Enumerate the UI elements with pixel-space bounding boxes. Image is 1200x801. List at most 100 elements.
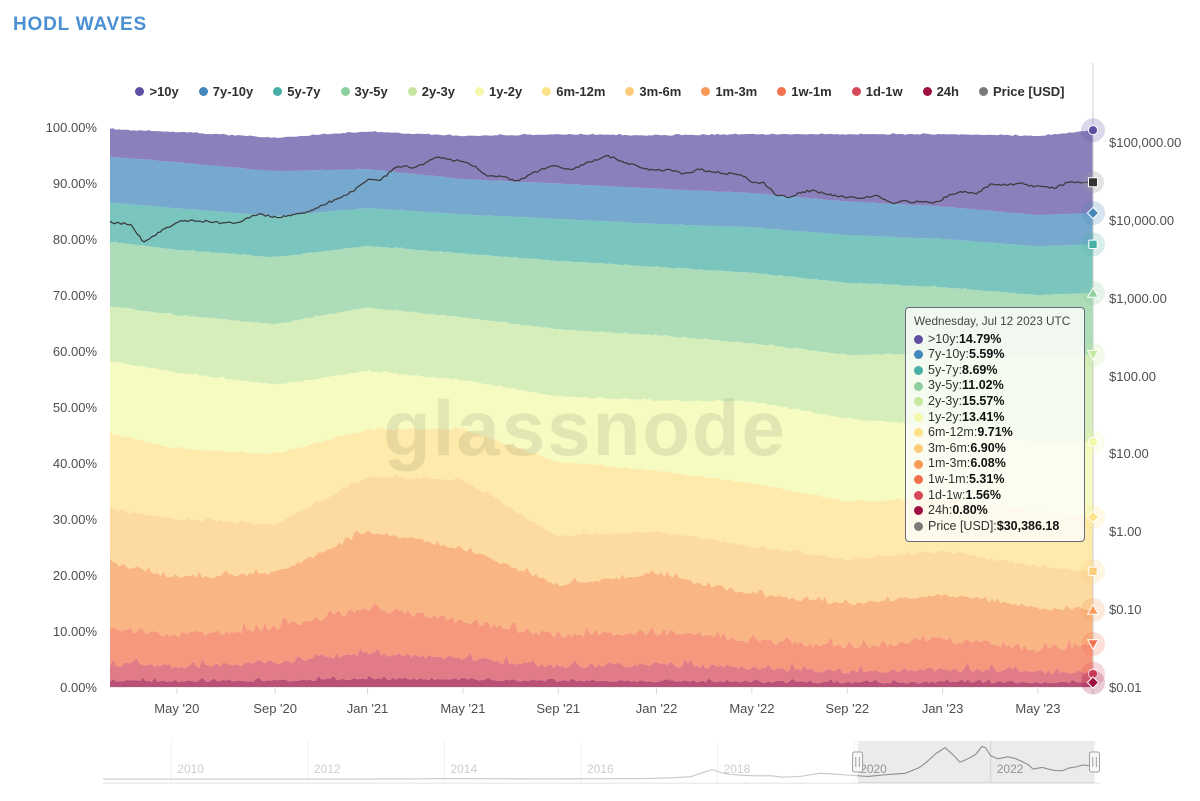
- chart-legend: >10y 7y-10y 5y-7y 3y-5y 2y-3y 1y-2y 6m-12m 3m-6…: [0, 84, 1200, 99]
- navigator-handle-right[interactable]: [1089, 751, 1101, 773]
- tooltip-row: Price [USD]: $30,386.18: [914, 519, 1076, 535]
- tooltip-row: 7y-10y: 5.59%: [914, 347, 1076, 363]
- tooltip-row-dot: [914, 350, 923, 360]
- legend-dot: [777, 87, 787, 96]
- legend-item-5y-7y[interactable]: 5y-7y: [273, 84, 321, 99]
- tooltip-row-value: 5.59%: [969, 347, 1005, 362]
- tooltip-row: 3m-6m: 6.90%: [914, 441, 1076, 457]
- legend-label: Price [USD]: [992, 84, 1065, 99]
- area-band-2y-3y[interactable]: [110, 306, 1093, 443]
- tooltip-row-value: 5.31%: [968, 471, 1005, 486]
- tooltip-row: 24h: 0.80%: [914, 503, 1076, 519]
- tooltip-row-dot: [914, 412, 923, 422]
- tooltip-row: 1m-3m: 6.08%: [914, 456, 1076, 472]
- tooltip-row-label: 1d-1w:: [928, 487, 966, 502]
- navigator-mask-left: [103, 741, 858, 783]
- legend-label: 3m-6m: [639, 84, 682, 99]
- area-band-1y-2y[interactable]: [110, 361, 1093, 518]
- legend-label: >10y: [149, 84, 179, 99]
- legend-dot: [542, 87, 552, 96]
- legend-dot: [851, 87, 861, 96]
- area-band-24h[interactable]: [110, 675, 1093, 688]
- area-band->10y[interactable]: [110, 128, 1093, 216]
- legend-item-1y-2y[interactable]: 1y-2y: [475, 84, 522, 99]
- y-axis-label-right: $10,000.00: [1109, 212, 1175, 228]
- series-last-marker[interactable]: [1088, 566, 1098, 577]
- legend-label: 3y-5y: [354, 84, 388, 99]
- series-last-marker[interactable]: [1087, 125, 1099, 136]
- y-axis-label-left: 70.00%: [52, 288, 97, 303]
- area-band-1w-1m[interactable]: [110, 603, 1093, 675]
- y-axis-label-left: 100.00%: [45, 120, 97, 135]
- tooltip-row-label: 3m-6m:: [928, 440, 971, 455]
- series-last-marker[interactable]: [1086, 639, 1100, 651]
- legend-dot: [198, 87, 208, 96]
- legend-label: 1m-3m: [715, 84, 758, 99]
- legend-item-price-usd-[interactable]: Price [USD]: [978, 84, 1065, 99]
- x-axis-label: May '23: [1015, 701, 1061, 716]
- series-last-marker[interactable]: [1088, 239, 1098, 250]
- legend-item-1m-3m[interactable]: 1m-3m: [701, 84, 757, 99]
- x-axis-label: Jan '22: [635, 701, 678, 716]
- legend-label: 6m-12m: [556, 84, 606, 99]
- series-last-marker[interactable]: [1086, 286, 1100, 298]
- y-axis-label-right: $100.00: [1109, 368, 1156, 384]
- x-axis-label: Sep '22: [825, 701, 870, 716]
- legend-item-1w-1m[interactable]: 1w-1m: [777, 84, 832, 99]
- tooltip-row-dot: [914, 506, 923, 516]
- tooltip-row-dot: [914, 490, 923, 500]
- series-last-marker[interactable]: [1086, 349, 1100, 361]
- area-band-3m-6m[interactable]: [110, 474, 1093, 611]
- y-axis-label-left: 20.00%: [52, 568, 97, 583]
- area-band-5y-7y[interactable]: [110, 202, 1093, 296]
- tooltip-row: 1w-1m: 5.31%: [914, 472, 1076, 488]
- series-last-marker[interactable]: [1087, 436, 1099, 447]
- legend-dot: [625, 87, 635, 96]
- legend-label: 1d-1w: [865, 84, 903, 99]
- area-band-1d-1w[interactable]: [110, 648, 1093, 684]
- legend-item-1d-1w[interactable]: 1d-1w: [851, 84, 903, 99]
- legend-item-2y-3y[interactable]: 2y-3y: [407, 84, 455, 99]
- legend-item-7y-10y[interactable]: 7y-10y: [198, 84, 253, 99]
- y-axis-label-left: 60.00%: [52, 344, 97, 359]
- series-last-marker[interactable]: [1086, 676, 1100, 689]
- tooltip-row-label: Price [USD]:: [928, 518, 997, 533]
- navigator-year-label: 2022: [997, 762, 1024, 776]
- legend-dot: [340, 87, 350, 96]
- series-last-marker[interactable]: [1086, 206, 1100, 220]
- tooltip-row: 1y-2y: 13.41%: [914, 410, 1076, 426]
- legend-item--10y[interactable]: >10y: [135, 84, 179, 99]
- navigator-selected-range[interactable]: [857, 741, 1095, 783]
- series-last-marker[interactable]: [1086, 510, 1100, 524]
- tooltip-row: 6m-12m: 9.71%: [914, 425, 1076, 441]
- y-axis-label-right: $0.01: [1109, 680, 1142, 695]
- y-axis-label-right: $0.10: [1109, 602, 1142, 618]
- tooltip-row: 3y-5y: 11.02%: [914, 378, 1076, 394]
- legend-label: 1y-2y: [489, 84, 523, 99]
- y-axis-label-left: 80.00%: [52, 232, 97, 247]
- area-band-6m-12m[interactable]: [110, 427, 1093, 572]
- tooltip-row-dot: [914, 444, 923, 454]
- area-band-7y-10y[interactable]: [110, 156, 1093, 247]
- tooltip-row-label: 5y-7y:: [928, 362, 963, 377]
- legend-item-3y-5y[interactable]: 3y-5y: [340, 84, 388, 99]
- x-axis-label: May '21: [440, 701, 486, 716]
- area-band-1m-3m[interactable]: [110, 530, 1093, 652]
- legend-item-6m-12m[interactable]: 6m-12m: [542, 84, 605, 99]
- price-last-marker[interactable]: [1088, 177, 1098, 188]
- y-axis-label-left: 90.00%: [52, 176, 97, 191]
- y-axis-label-left: 40.00%: [52, 456, 97, 471]
- y-axis-label-left: 0.00%: [60, 680, 97, 695]
- price-line: [109, 154, 1094, 243]
- x-axis-label: Sep '21: [536, 701, 581, 716]
- legend-dot: [978, 87, 988, 96]
- legend-dot: [475, 87, 485, 96]
- legend-item-24h[interactable]: 24h: [922, 84, 959, 99]
- series-last-marker[interactable]: [1086, 603, 1100, 615]
- legend-item-3m-6m[interactable]: 3m-6m: [625, 84, 681, 99]
- navigator-handle-left[interactable]: [852, 751, 864, 773]
- price-navigator[interactable]: [103, 741, 1101, 784]
- area-band-3y-5y[interactable]: [110, 241, 1093, 358]
